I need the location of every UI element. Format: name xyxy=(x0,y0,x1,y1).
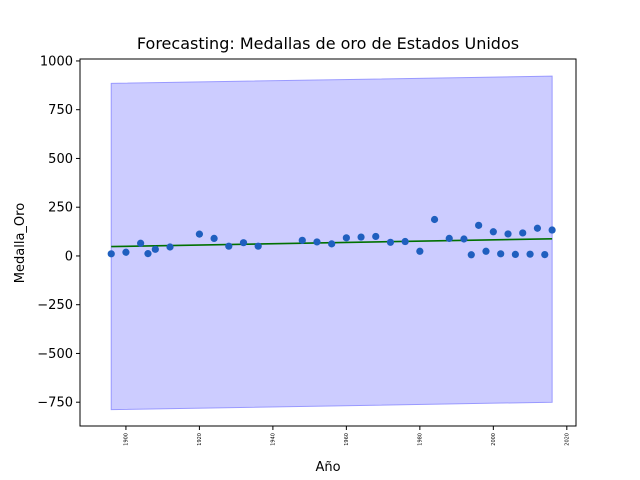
data-point xyxy=(533,224,542,232)
y-tick-label: −500 xyxy=(37,347,73,362)
y-axis-label: Medalla_Oro xyxy=(13,203,28,283)
x-tick-label: 2020 xyxy=(564,433,570,446)
y-tick-label: 0 xyxy=(65,249,73,264)
chart-title: Forecasting: Medallas de oro de Estados … xyxy=(137,34,519,53)
data-point xyxy=(151,245,159,253)
x-tick-label: 1920 xyxy=(197,433,203,446)
data-point xyxy=(541,250,549,259)
x-tick-label: 1960 xyxy=(344,433,350,446)
data-point xyxy=(210,234,218,243)
data-point xyxy=(482,247,490,255)
plot-frame xyxy=(79,58,577,427)
data-point xyxy=(489,228,497,236)
data-point xyxy=(144,250,152,258)
data-point xyxy=(357,233,365,241)
x-axis-label: Año xyxy=(315,460,340,475)
data-point xyxy=(548,226,556,234)
data-point xyxy=(313,238,321,246)
y-tick-label: −250 xyxy=(37,298,73,313)
y-tick-label: 750 xyxy=(48,103,73,118)
x-tick-label: 1900 xyxy=(123,433,129,446)
data-point xyxy=(342,234,350,242)
y-axis-ticks: −750 −500 −250 0 250 500 750 1000 xyxy=(37,54,80,411)
data-point xyxy=(467,251,475,259)
y-tick-label: 500 xyxy=(48,152,73,167)
data-point xyxy=(460,235,468,243)
data-point xyxy=(107,250,115,258)
y-tick-label: 250 xyxy=(48,201,73,216)
data-point xyxy=(386,238,395,246)
x-tick-label: 1940 xyxy=(270,433,276,446)
data-point xyxy=(254,242,262,250)
data-point xyxy=(166,243,174,251)
data-point xyxy=(504,230,512,238)
data-point xyxy=(497,250,505,258)
data-point xyxy=(195,230,204,238)
data-point xyxy=(475,221,483,229)
x-tick-label: 1980 xyxy=(417,433,423,446)
data-points-layer xyxy=(107,215,556,259)
data-point xyxy=(372,232,380,241)
x-tick-label: 2000 xyxy=(491,433,497,446)
data-point xyxy=(298,236,306,244)
data-point xyxy=(328,240,336,248)
data-point xyxy=(511,250,519,258)
data-point xyxy=(526,250,534,258)
data-point xyxy=(519,229,527,237)
data-point xyxy=(122,248,130,256)
data-point xyxy=(137,239,145,247)
data-point xyxy=(401,237,409,246)
data-point xyxy=(416,247,424,255)
y-tick-label: −750 xyxy=(37,396,73,411)
data-point xyxy=(225,242,233,250)
y-tick-label: 1000 xyxy=(40,54,73,69)
x-axis-ticks: 1900 1920 1940 1960 1980 2000 2020 xyxy=(123,426,570,446)
data-point xyxy=(445,234,453,243)
data-point xyxy=(430,215,439,224)
data-point xyxy=(239,239,248,247)
